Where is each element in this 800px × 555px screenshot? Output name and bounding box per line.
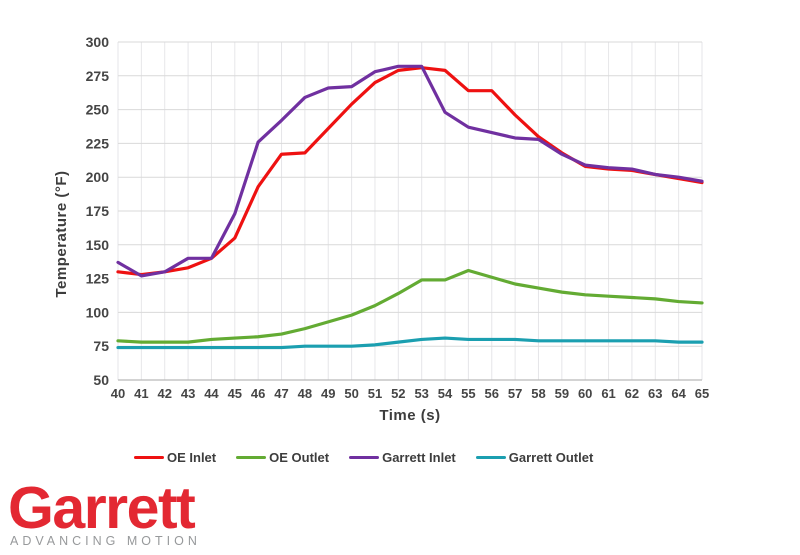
- x-tick-label: 63: [648, 386, 662, 401]
- legend-item: OE Inlet: [134, 450, 216, 465]
- x-axis-title: Time (s): [379, 407, 440, 424]
- x-tick-label: 51: [368, 386, 382, 401]
- x-tick-label: 57: [508, 386, 522, 401]
- y-axis-title: Temperature (°F): [53, 170, 70, 297]
- series-line-garrett-inlet: [116, 64, 704, 278]
- x-tick-label: 55: [461, 386, 475, 401]
- y-tick-label: 175: [86, 203, 110, 219]
- x-tick-label: 44: [204, 386, 219, 401]
- x-tick-label: 56: [485, 386, 499, 401]
- y-tick-label: 250: [86, 102, 110, 118]
- chart-gridlines: [117, 41, 703, 381]
- series-line-garrett-outlet: [116, 336, 704, 350]
- chart-legend: OE Inlet OE Outlet Garrett Inlet Garrett Ou…: [134, 450, 593, 465]
- legend-line-swatch: [349, 456, 380, 459]
- legend-line-swatch: [236, 456, 267, 459]
- y-tick-label: 225: [86, 135, 110, 151]
- series-line-oe-inlet: [116, 66, 704, 277]
- x-tick-label: 45: [228, 386, 242, 401]
- x-tick-label: 60: [578, 386, 592, 401]
- x-tick-label: 47: [274, 386, 288, 401]
- y-tick-label: 300: [86, 34, 110, 50]
- legend-item-label: OE Outlet: [269, 450, 330, 465]
- temperature-chart: 40 41 42 43 44 45 46 47 48 49 50 51 52 53 54 55 56 57 58 59…: [53, 34, 710, 424]
- chart-series-lines: [116, 64, 704, 350]
- x-tick-label: 64: [671, 386, 686, 401]
- x-tick-label: 43: [181, 386, 195, 401]
- x-tick-label: 41: [134, 386, 148, 401]
- x-tick-label: 59: [555, 386, 569, 401]
- legend-item: OE Outlet: [236, 450, 329, 465]
- y-tick-label: 200: [86, 169, 110, 185]
- garrett-logo: Garrett ADVANCING MOTION: [8, 475, 201, 548]
- x-tick-label: 52: [391, 386, 405, 401]
- x-tick-label: 46: [251, 386, 265, 401]
- legend-line-swatch: [475, 456, 506, 459]
- y-tick-label: 75: [93, 338, 109, 354]
- series-line-oe-outlet: [116, 268, 704, 344]
- y-tick-label: 275: [86, 68, 110, 84]
- y-tick-label: 100: [86, 304, 110, 320]
- x-tick-label: 40: [111, 386, 125, 401]
- x-tick-label: 48: [298, 386, 312, 401]
- x-tick-label: 65: [695, 386, 709, 401]
- legend-item: Garrett Inlet: [349, 450, 456, 465]
- y-tick-label: 150: [86, 237, 110, 253]
- x-tick-label: 62: [625, 386, 639, 401]
- x-tick-label: 58: [531, 386, 545, 401]
- logo-tagline: ADVANCING MOTION: [10, 534, 201, 548]
- x-tick-label: 61: [601, 386, 615, 401]
- chart-tick-labels: 40 41 42 43 44 45 46 47 48 49 50 51 52 53 54 55 56 57 58 59…: [86, 34, 710, 401]
- legend-item-label: Garrett Outlet: [508, 450, 594, 465]
- x-tick-label: 42: [157, 386, 171, 401]
- legend-line-swatch: [134, 456, 164, 459]
- legend-item-label: OE Inlet: [167, 450, 217, 465]
- y-tick-label: 125: [86, 271, 110, 287]
- legend-item: Garrett Outlet: [475, 450, 594, 465]
- x-tick-label: 50: [344, 386, 358, 401]
- x-tick-label: 53: [414, 386, 428, 401]
- y-tick-label: 50: [93, 372, 109, 388]
- logo-wordmark: Garrett: [8, 475, 196, 541]
- legend-item-label: Garrett Inlet: [382, 450, 456, 465]
- x-tick-label: 54: [438, 386, 453, 401]
- x-tick-label: 49: [321, 386, 335, 401]
